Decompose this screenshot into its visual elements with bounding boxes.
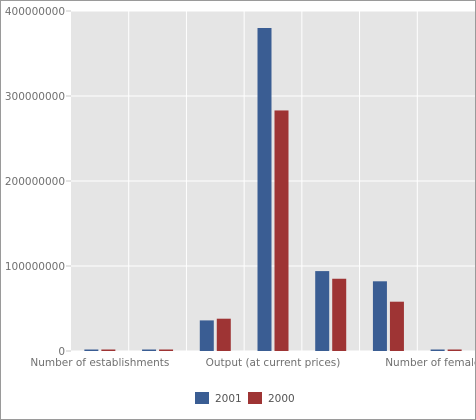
bar-2001-2 [199,320,214,351]
y-tick-label: 200000000 [5,176,65,188]
x-tick-label: Output (at current prices) [206,357,341,369]
bar-2001-1 [142,349,157,351]
legend-swatch-2001 [195,392,209,404]
bar-2001-0 [84,349,99,351]
bar-2001-5 [372,281,387,351]
y-tick-label: 100000000 [5,261,65,273]
bar-2000-2 [216,318,231,351]
legend-label-2000: 2000 [268,393,295,405]
legend-label-2001: 2001 [215,393,242,405]
bar-2001-4 [315,271,330,351]
bar-2000-3 [274,110,289,351]
y-axis-ticks: 0 100000000 200000000 300000000 400000000 [5,6,65,358]
bars [84,28,462,351]
y-tick-label: 300000000 [5,91,65,103]
y-tick-label: 0 [58,346,65,358]
gridlines [66,10,475,352]
legend-swatch-2000 [248,392,262,404]
bar-2000-4 [332,278,347,351]
y-tick-label: 400000000 [5,6,65,18]
x-tick-label: Number of female emp [385,357,475,369]
bar-2000-5 [389,301,404,351]
legend: 2001 2000 [195,392,295,405]
bar-2001-3 [257,28,272,351]
bar-2001-6 [430,349,445,351]
x-axis-labels: Number of establishments Output (at curre… [30,357,475,369]
x-tick-label: Number of establishments [30,357,169,369]
bar-2000-6 [447,349,462,351]
bar-2000-0 [101,349,116,351]
bar-2000-1 [159,349,174,351]
